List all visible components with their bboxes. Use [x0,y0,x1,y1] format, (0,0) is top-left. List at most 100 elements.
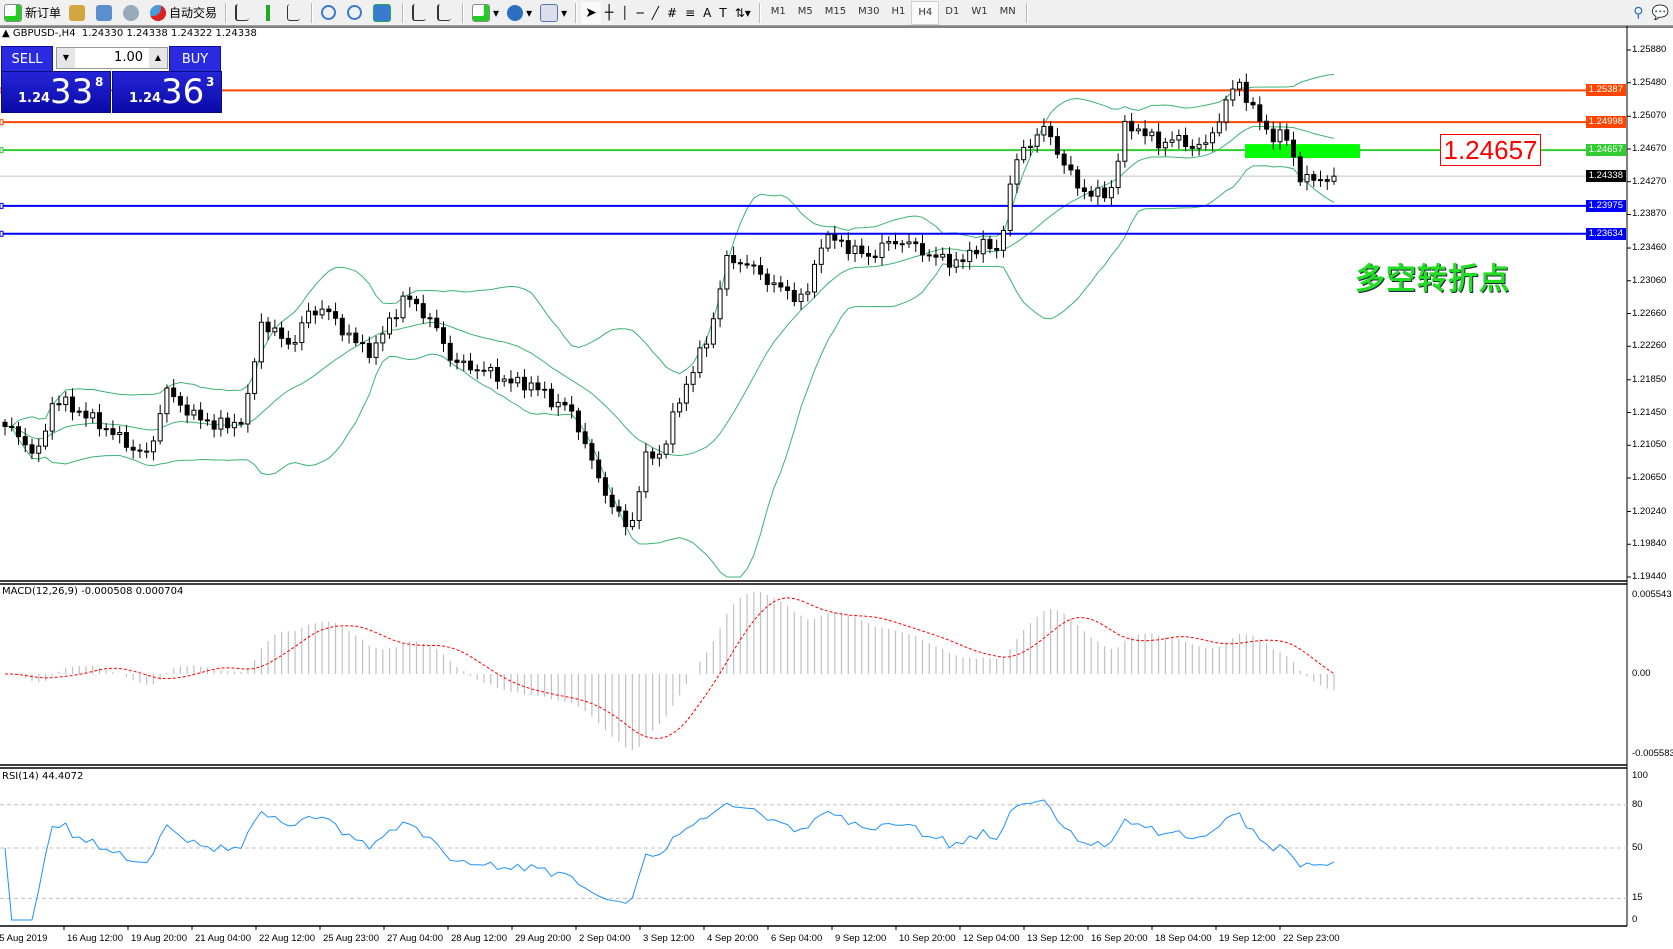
periods-button[interactable]: ▾ [503,2,536,24]
candle-bull [1108,187,1114,199]
candle-bear [589,443,595,461]
vertical-line-button[interactable]: │ [617,2,632,24]
candle-bear [1183,134,1189,147]
candle-bear [333,311,339,319]
crosshair-button[interactable]: ┼ [601,2,617,24]
separator [1025,2,1028,23]
candle-bull [117,432,123,435]
line-anchor [0,202,4,209]
templates-button[interactable]: ▾ [536,2,571,24]
text-icon: A [703,5,712,20]
new-order-button[interactable]: 新订单 [0,2,65,24]
price-axis-label: 1.21050 [1632,439,1667,451]
bar-chart-button[interactable] [231,2,256,24]
price-axis-label: 1.20650 [1632,471,1667,483]
timeframe-mn[interactable]: MN [999,6,1016,17]
buy-button[interactable]: BUY [169,46,221,72]
auto-scroll-button[interactable] [408,2,433,24]
channel-button[interactable]: # [663,2,681,24]
rsi-axis-label: 0 [1632,914,1638,925]
horizontal-line-button[interactable]: ─ [633,2,648,24]
line-chart-button[interactable] [283,2,307,24]
candle-bear [1048,125,1054,138]
candle-bull [1000,230,1006,251]
lot-decrease-button[interactable]: ▼ [57,48,75,68]
navigator-button[interactable] [92,2,119,24]
sell-price[interactable]: 1.24 33 8 [1,71,111,113]
candle-bear [1297,156,1303,183]
zoom-in-icon [321,5,337,20]
candle-bull [771,282,777,285]
candle-bear [575,410,581,433]
candle-bull [1230,88,1236,101]
zoom-in-button[interactable] [317,2,343,24]
timeframe-d1[interactable]: D1 [945,6,960,17]
timeframe-m1[interactable]: M1 [770,6,786,17]
fibonacci-button[interactable]: ≡ [681,2,699,24]
arrows-button[interactable]: ⇅▾ [731,2,755,24]
chart-canvas[interactable] [0,26,1673,949]
lot-increase-button[interactable]: ▲ [149,48,167,68]
candle-bull [1115,160,1121,189]
price-axis-label: 1.23460 [1632,242,1667,254]
candle-bear [204,419,210,422]
candle-bear [22,436,28,446]
candle-bear [521,376,527,391]
candle-bear [177,396,183,406]
timeframe-h4[interactable]: H4 [911,0,940,25]
candlestick-button[interactable] [256,2,283,24]
timeframe-group: M1 M5 M15 M30 H1 H4 D1 W1 MN [765,0,1022,25]
green-zone-rectangle [1245,144,1360,159]
timeframe-w1[interactable]: W1 [971,6,988,17]
price-annotation-box[interactable]: 1.24657 [1440,134,1541,166]
sell-button[interactable]: SELL [1,46,53,72]
candle-bull [36,445,42,454]
timeframe-m30[interactable]: M30 [858,6,880,17]
buy-price[interactable]: 1.24 36 3 [112,71,222,113]
candle-bull [1223,99,1229,123]
chart-window[interactable]: ▲ GBPUSD-,H4 1.24330 1.24338 1.24322 1.2… [0,26,1673,949]
price-line-tag: 1.25387 [1585,84,1626,97]
rsi-axis-label: 80 [1632,798,1643,810]
candle-bear [616,506,622,512]
navigator-icon [96,4,113,21]
text-label-button[interactable]: T [715,2,730,24]
candle-bull [63,396,69,406]
line-chart-icon [287,4,301,21]
add-indicator-icon [472,3,491,22]
signals-button[interactable] [119,2,146,24]
candle-bear [1257,104,1263,122]
chat-button[interactable]: 💬 [1648,2,1673,24]
lot-size-input[interactable]: ▼ 1.00 ▲ [56,47,168,69]
candle-bear [110,428,116,435]
market-watch-button[interactable] [65,2,92,24]
candle-bull [1169,139,1175,143]
text-button[interactable]: A [699,2,715,24]
candle-bear [1270,128,1276,143]
candle-bull [191,409,197,416]
time-axis-label: 13 Sep 12:00 [1027,933,1084,944]
price-axis-label: 1.22260 [1632,340,1667,352]
chart-shift-button[interactable] [433,2,458,24]
search-button[interactable]: ⚲ [1629,2,1647,24]
indicators-button[interactable]: ▾ [468,2,503,24]
candle-bull [150,440,156,453]
candle-bear [279,327,285,339]
trendline-button[interactable]: ╱ [648,2,663,24]
timeframe-h1[interactable]: H1 [891,6,906,17]
auto-trading-button[interactable]: 自动交易 [146,2,221,24]
tile-windows-button[interactable] [369,2,398,24]
cursor-button[interactable]: ➤ [581,1,601,24]
candle-bull [1021,146,1027,161]
search-icon: ⚲ [1633,4,1644,21]
candle-bull [76,410,82,413]
candle-bear [198,409,204,421]
candle-bear [778,282,784,288]
candle-bear [602,477,608,496]
pivot-annotation-text[interactable]: 多空转折点 [1355,262,1510,297]
zoom-out-button[interactable] [343,2,369,24]
timeframe-m15[interactable]: M15 [824,6,847,17]
candle-bear [326,308,332,313]
macd-label: MACD(12,26,9) -0.000508 0.000704 [2,586,184,597]
timeframe-m5[interactable]: M5 [797,6,813,17]
